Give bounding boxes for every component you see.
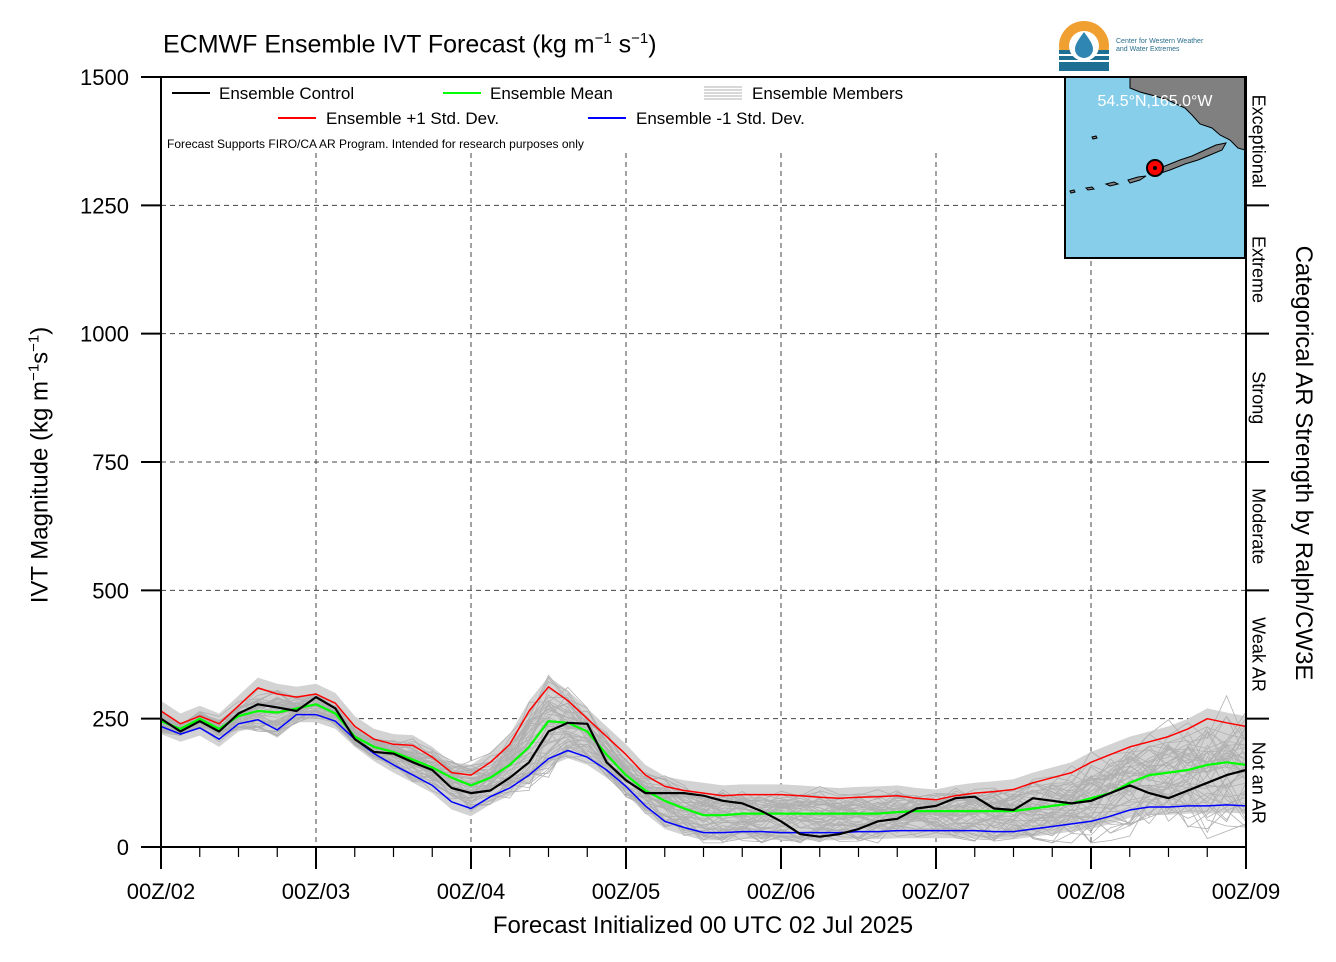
inset-coordinates: 54.5°N,165.0°W: [1097, 93, 1213, 110]
x-axis-label: Forecast Initialized 00 UTC 02 Jul 2025: [492, 912, 914, 939]
y-tick-label: 750: [92, 450, 129, 475]
axis-ticks: 0 250 500 750 1000 1250 1500 00Z/02 00Z/03 00Z/04…: [80, 65, 1280, 904]
x-tick-label: 00Z/07: [902, 879, 971, 904]
x-tick-label: 00Z/03: [282, 879, 351, 904]
category-scale: Exceptional Extreme Strong Moderate Weak AR N…: [1245, 77, 1269, 847]
cw3e-logo: Center for Western Weather and Water Extr…: [1058, 20, 1246, 72]
minus-std-line: [161, 713, 1246, 834]
notice-text: Forecast Supports FIRO/CA AR Program. In…: [167, 137, 584, 151]
legend-label-plus: Ensemble +1 Std. Dev.: [326, 109, 499, 128]
member-line: [161, 710, 1246, 839]
water-drop-icon: [1059, 21, 1109, 71]
y-tick-label: 1250: [80, 193, 129, 218]
mean-line: [161, 703, 1246, 817]
member-line: [161, 714, 1246, 844]
legend-swatch-members: [704, 86, 742, 100]
x-tick-label: 00Z/02: [127, 879, 196, 904]
member-line: [161, 702, 1246, 812]
y-axis-label: IVT Magnitude (kg m−1s−1): [25, 326, 54, 604]
x-tick-label: 00Z/05: [592, 879, 661, 904]
y-tick-label: 500: [92, 578, 129, 603]
category-label: Weak AR: [1248, 617, 1268, 692]
chart-title: ECMWF Ensemble IVT Forecast (kg m−1 s−1): [163, 30, 657, 59]
grid-lines: [161, 153, 1246, 847]
category-label: Strong: [1248, 371, 1268, 424]
plus-std-line: [161, 686, 1246, 801]
category-label: Moderate: [1248, 488, 1268, 564]
y-tick-label: 250: [92, 707, 129, 732]
legend-label-members: Ensemble Members: [752, 84, 903, 103]
member-line: [161, 710, 1246, 841]
legend: Ensemble Control Ensemble Mean Ensemble …: [167, 84, 903, 151]
category-label: Extreme: [1248, 236, 1268, 303]
x-tick-label: 00Z/08: [1057, 879, 1126, 904]
x-tick-label: 00Z/06: [747, 879, 816, 904]
member-line: [161, 699, 1246, 815]
location-inset-map: 54.5°N,165.0°W: [1064, 76, 1246, 259]
category-label: Exceptional: [1248, 95, 1268, 188]
member-line: [161, 702, 1246, 826]
legend-label-minus: Ensemble -1 Std. Dev.: [636, 109, 805, 128]
member-line: [161, 703, 1246, 831]
member-line: [161, 709, 1246, 844]
series-lines: [161, 686, 1246, 838]
inset-land: [1069, 78, 1244, 194]
category-label: Not an AR: [1248, 742, 1268, 824]
legend-label-control: Ensemble Control: [219, 84, 354, 103]
y-tick-label: 1500: [80, 65, 129, 90]
control-line: [161, 695, 1246, 838]
x-tick-label: 00Z/09: [1212, 879, 1281, 904]
location-marker-center: [1153, 166, 1157, 170]
legend-label-mean: Ensemble Mean: [490, 84, 613, 103]
inset-frame: [1064, 76, 1246, 259]
y-tick-label: 0: [117, 835, 129, 860]
logo-text: Center for Western Weather and Water Extr…: [1116, 38, 1204, 53]
y-tick-label: 1000: [80, 322, 129, 347]
x-tick-label: 00Z/04: [437, 879, 506, 904]
category-axis-label: Categorical AR Strength by Ralph/CW3E: [1290, 245, 1317, 681]
